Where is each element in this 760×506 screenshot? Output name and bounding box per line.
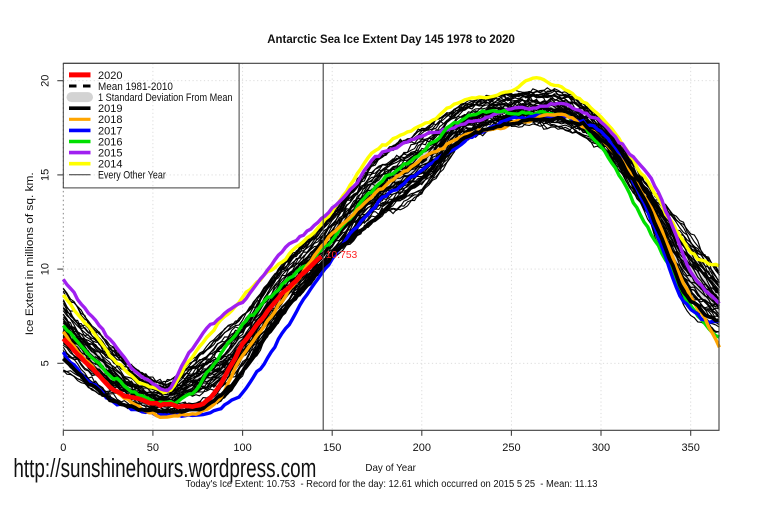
svg-text:Ice Extent in millions of sq.: Ice Extent in millions of sq. km. <box>24 172 36 335</box>
svg-text:Day of Year: Day of Year <box>365 462 416 474</box>
svg-text:http://sunshinehours.wordpress: http://sunshinehours.wordpress.com <box>13 455 316 483</box>
svg-text:200: 200 <box>413 442 431 454</box>
svg-text:2015: 2015 <box>98 148 122 160</box>
svg-text:2014: 2014 <box>98 159 122 171</box>
svg-text:2018: 2018 <box>98 114 122 126</box>
svg-text:Mean 1981-2010: Mean 1981-2010 <box>98 81 173 93</box>
svg-text:2016: 2016 <box>98 136 122 148</box>
svg-text:100: 100 <box>233 442 251 454</box>
svg-text:300: 300 <box>592 442 610 454</box>
svg-text:Every Other Year: Every Other Year <box>98 170 166 182</box>
svg-text:Antarctic Sea Ice Extent Day 1: Antarctic Sea Ice Extent Day 145 1978 to… <box>267 32 515 46</box>
svg-text:Today's Ice Extent: 10.753 -: Today's Ice Extent: 10.753 - Record for … <box>186 479 599 490</box>
svg-text:350: 350 <box>682 442 700 454</box>
svg-text:2020: 2020 <box>98 70 122 82</box>
svg-text:0: 0 <box>60 442 66 454</box>
svg-text:10: 10 <box>39 263 51 275</box>
svg-text:2017: 2017 <box>98 125 122 137</box>
svg-text:20: 20 <box>39 75 51 87</box>
svg-text:15: 15 <box>39 169 51 181</box>
svg-text:250: 250 <box>502 442 520 454</box>
svg-text:10.753: 10.753 <box>326 249 358 261</box>
svg-text:5: 5 <box>39 360 51 366</box>
svg-text:50: 50 <box>147 442 159 454</box>
svg-text:2019: 2019 <box>98 103 122 115</box>
svg-text:1 Standard Deviation From Mean: 1 Standard Deviation From Mean <box>98 92 233 104</box>
svg-text:150: 150 <box>323 442 341 454</box>
